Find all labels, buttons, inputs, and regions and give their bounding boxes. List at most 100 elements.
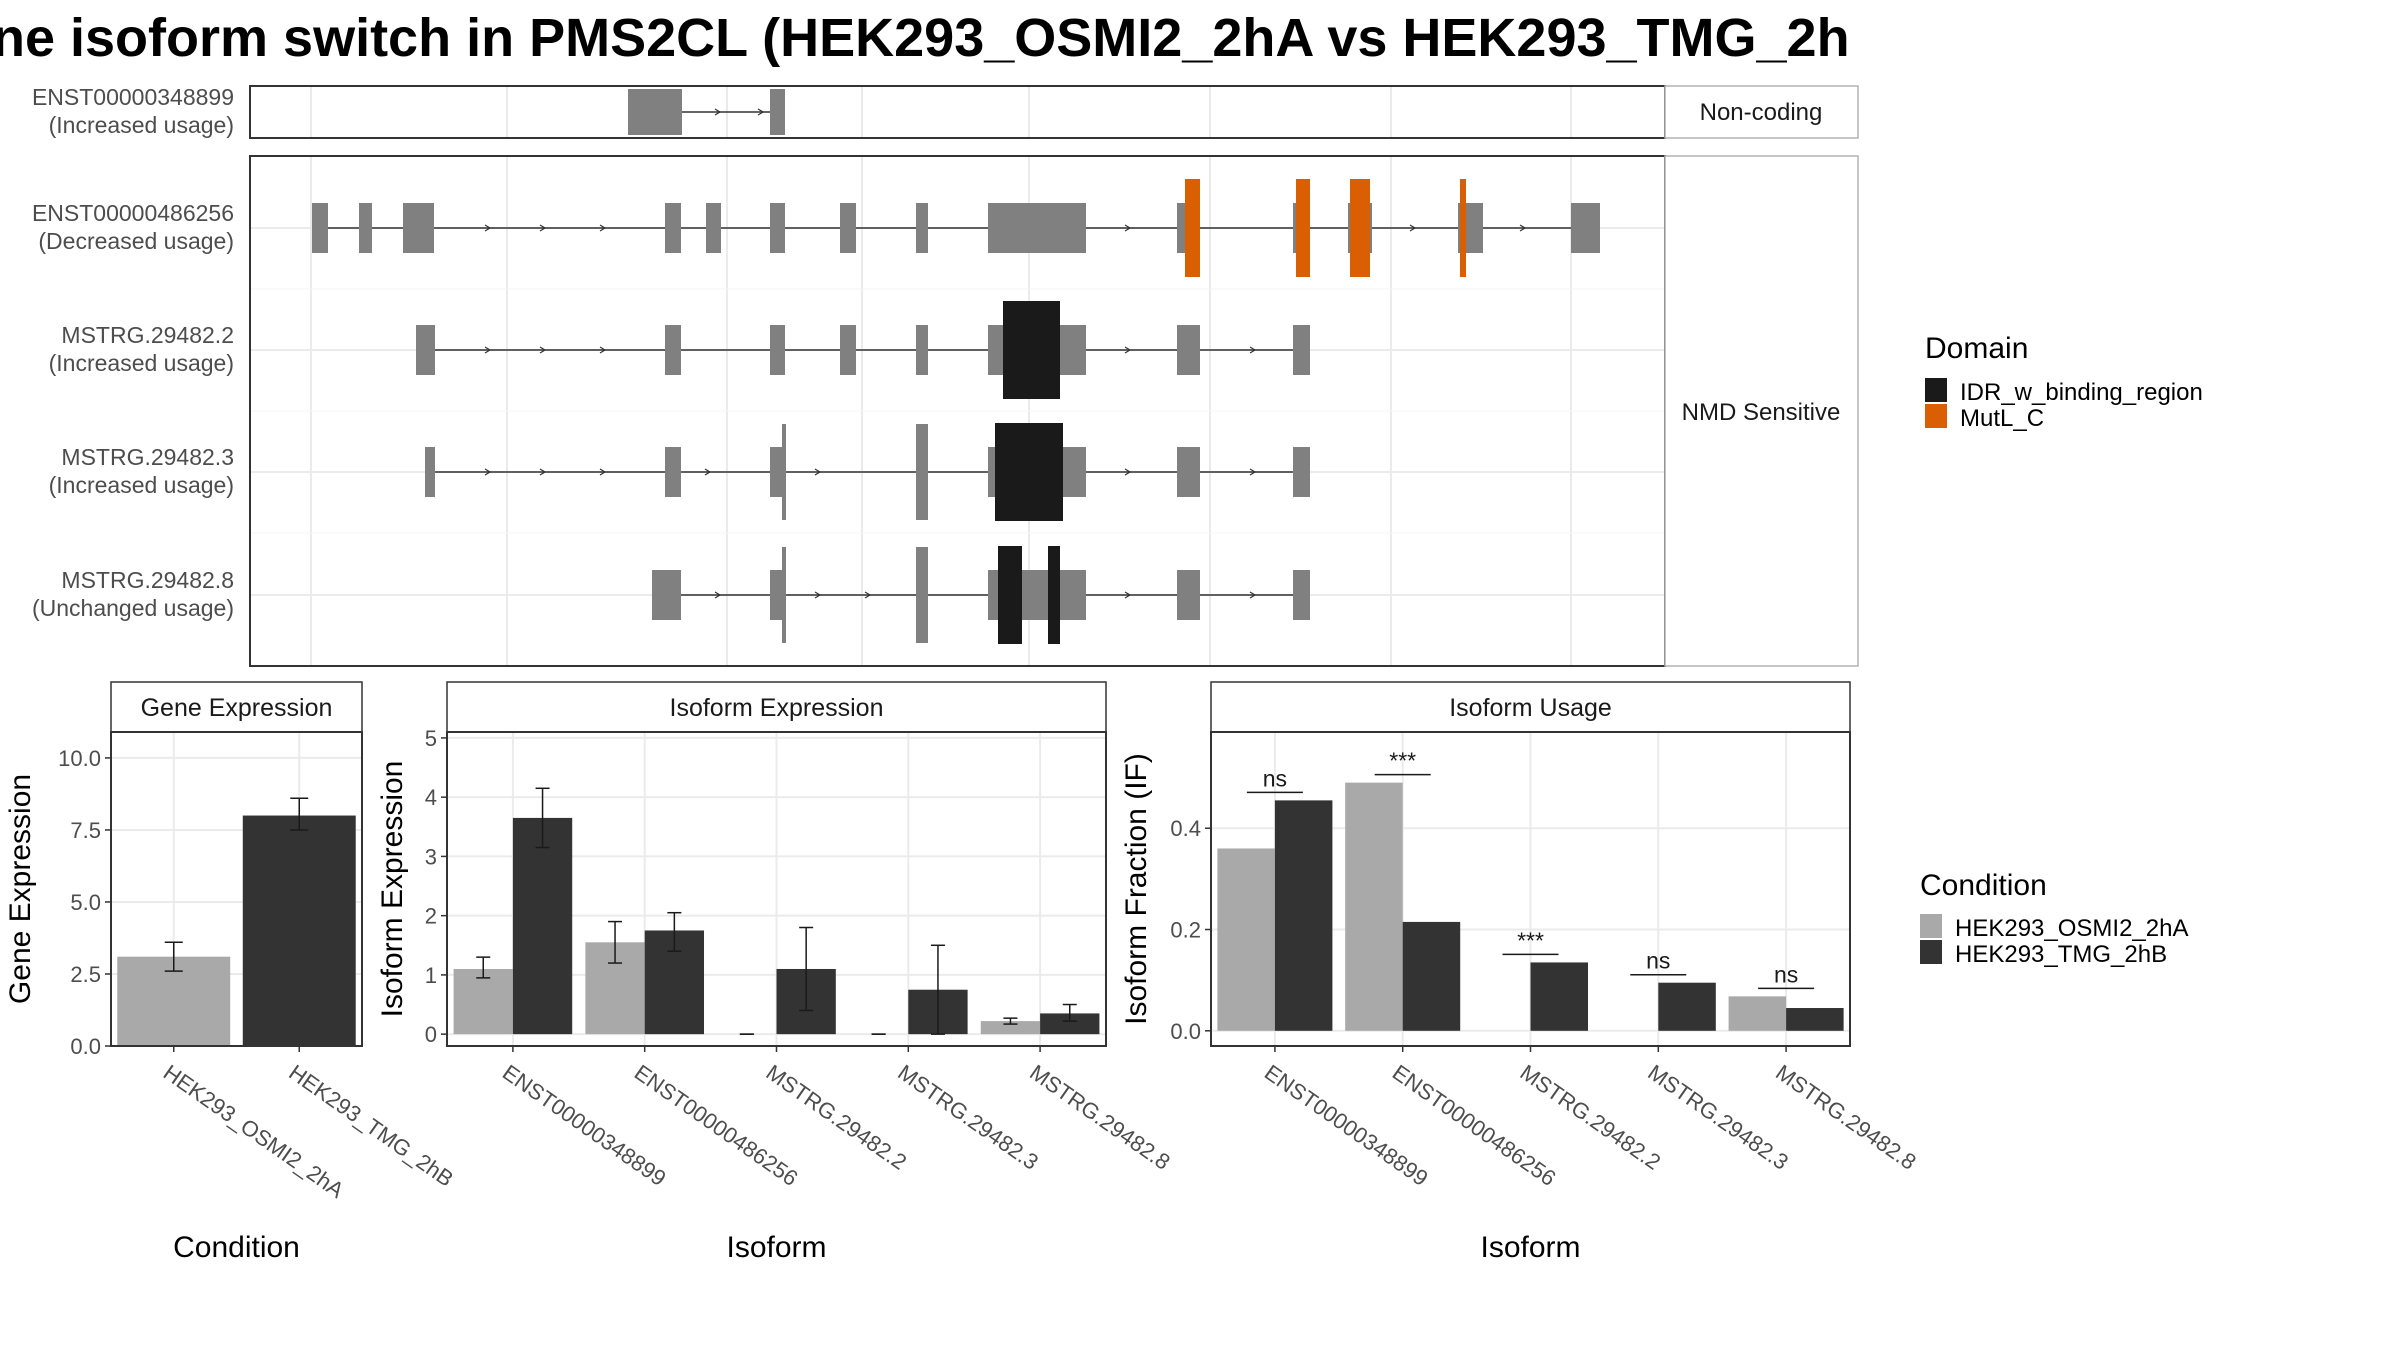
exon xyxy=(1177,447,1200,497)
exon xyxy=(916,547,928,643)
exon xyxy=(782,424,786,520)
exon xyxy=(1293,447,1310,497)
exon xyxy=(665,447,681,497)
intron-direction-arrow xyxy=(814,591,822,599)
x-tick-label: MSTRG.29482.3 xyxy=(1643,1060,1793,1175)
figure-title: ne isoform switch in PMS2CL (HEK293_OSMI… xyxy=(0,8,1850,68)
intron-direction-arrow xyxy=(484,224,492,232)
isoform-usage-label: (Increased usage) xyxy=(49,112,234,138)
facet-strip-label: Non-coding xyxy=(1700,99,1823,126)
exon xyxy=(425,447,435,497)
exon xyxy=(1571,203,1600,253)
isoform-usage-label: (Unchanged usage) xyxy=(32,595,234,621)
bar-cond-b xyxy=(1530,962,1589,1031)
intron-direction-arrow xyxy=(539,346,547,354)
isoform-label: ENST00000348899 xyxy=(32,84,234,110)
transcript-model-2 xyxy=(312,179,1600,277)
intron-direction-arrow xyxy=(814,468,822,476)
condition-legend-key-b xyxy=(1920,940,1942,964)
x-tick-label: MSTRG.29482.8 xyxy=(1025,1060,1175,1175)
isoform-usage-label: (Increased usage) xyxy=(49,350,234,376)
intron-direction-arrow xyxy=(1124,591,1132,599)
exon xyxy=(840,203,856,253)
domain-legend-title: Domain xyxy=(1925,332,2028,365)
exon xyxy=(1177,325,1200,375)
exon xyxy=(652,570,681,620)
panel-title: Isoform Usage xyxy=(1449,694,1612,722)
intron-direction-arrow xyxy=(599,346,607,354)
domain-legend-key-mutl xyxy=(1925,404,1947,428)
intron-direction-arrow xyxy=(599,468,607,476)
panel-border xyxy=(110,731,363,1047)
intron-direction-arrow xyxy=(714,108,722,116)
bar-cond-b xyxy=(1040,1013,1100,1035)
facet-strip-label: NMD Sensitive xyxy=(1682,399,1841,426)
exon xyxy=(628,89,682,135)
y-tick-label: 2 xyxy=(425,904,437,929)
intron-direction-arrow xyxy=(539,468,547,476)
y-tick-label: 0.4 xyxy=(1170,816,1201,841)
facet-strip-noncoding xyxy=(1664,85,1859,139)
domain-mutl-block xyxy=(1296,179,1310,277)
significance-label: ns xyxy=(1263,765,1287,791)
bar-cond-b xyxy=(1402,921,1461,1031)
intron-direction-arrow xyxy=(714,591,722,599)
intron-direction-arrow xyxy=(1249,346,1257,354)
exon xyxy=(916,424,928,520)
panel-strip xyxy=(1210,681,1851,733)
bar-cond-b xyxy=(1274,800,1333,1031)
intron-direction-arrow xyxy=(864,591,872,599)
domain-mutl-block xyxy=(1460,179,1466,277)
exon xyxy=(416,325,435,375)
x-axis-title: Isoform xyxy=(1480,1231,1580,1264)
significance-label: ns xyxy=(1774,961,1798,987)
exon xyxy=(770,89,785,135)
x-tick-label: MSTRG.29482.8 xyxy=(1771,1060,1921,1175)
exon xyxy=(1177,570,1200,620)
y-axis-title: Gene Expression xyxy=(4,774,37,1004)
domain-idr-block xyxy=(998,546,1022,644)
panel-title: Gene Expression xyxy=(141,694,333,722)
exon xyxy=(916,325,928,375)
intron-direction-arrow xyxy=(704,468,712,476)
x-tick-label: MSTRG.29482.3 xyxy=(893,1060,1043,1175)
intron-direction-arrow xyxy=(484,346,492,354)
isoform-usage-label: (Decreased usage) xyxy=(38,228,234,254)
isoform-usage-label: (Increased usage) xyxy=(49,472,234,498)
exon xyxy=(403,203,434,253)
intron-direction-arrow xyxy=(1249,468,1257,476)
bar-cond-b xyxy=(1786,1008,1844,1031)
isoform-expression-panel: Isoform Expression012345ENST00000348899E… xyxy=(376,681,1175,1264)
exon xyxy=(359,203,372,253)
y-tick-label: 10.0 xyxy=(58,746,101,771)
significance-label: *** xyxy=(1517,927,1544,953)
exon xyxy=(770,447,782,497)
x-axis-title: Isoform xyxy=(726,1231,826,1264)
bar-cond-b xyxy=(1658,982,1716,1031)
domain-legend-label-idr: IDR_w_binding_region xyxy=(1960,379,2203,406)
isoform-label: ENST00000486256 xyxy=(32,200,234,226)
y-tick-label: 4 xyxy=(425,785,437,810)
isoform-usage-panel: Isoform Usage0.00.20.4ns******nsnsENST00… xyxy=(1120,681,1921,1264)
isoform-label: MSTRG.29482.8 xyxy=(61,567,234,593)
y-tick-label: 7.5 xyxy=(70,818,101,843)
exon xyxy=(770,570,782,620)
intron-direction-arrow xyxy=(484,468,492,476)
condition-legend: Condition HEK293_OSMI2_2hA HEK293_TMG_2h… xyxy=(1920,869,2188,968)
intron-direction-arrow xyxy=(1124,346,1132,354)
transcript-model-3 xyxy=(416,301,1310,399)
domain-mutl-block xyxy=(1185,179,1200,277)
y-tick-label: 0.0 xyxy=(70,1034,101,1059)
intron-direction-arrow xyxy=(1249,591,1257,599)
gene-expression-panel: Gene Expression0.02.55.07.510.0HEK293_OS… xyxy=(4,681,458,1264)
y-tick-label: 0 xyxy=(425,1022,437,1047)
condition-legend-key-a xyxy=(1920,914,1942,938)
y-axis-title: Isoform Fraction (IF) xyxy=(1120,753,1153,1025)
y-tick-label: 3 xyxy=(425,844,437,869)
bar-cond-b xyxy=(512,817,573,1035)
condition-legend-label-a: HEK293_OSMI2_2hA xyxy=(1955,915,2188,942)
transcript-model-4 xyxy=(425,423,1310,521)
isoform-label: MSTRG.29482.3 xyxy=(61,444,234,470)
bar-cond-a xyxy=(1728,996,1787,1031)
exon xyxy=(988,203,1086,253)
